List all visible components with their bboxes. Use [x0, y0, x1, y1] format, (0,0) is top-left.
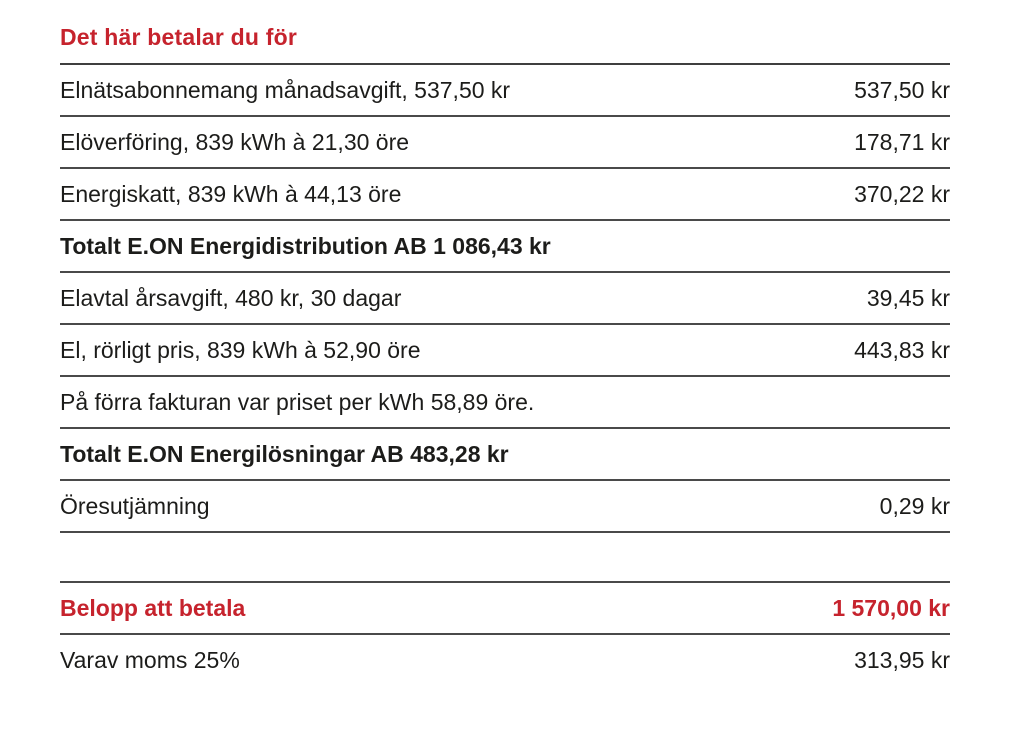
section-title: Det här betalar du för — [60, 24, 297, 50]
row-label: Elavtal årsavgift, 480 kr, 30 dagar — [60, 284, 402, 311]
row-amount: 178,71 kr — [854, 128, 950, 155]
row-label: Elnätsabonnemang månadsavgift, 537,50 kr — [60, 76, 511, 103]
vat-amount: 313,95 kr — [854, 646, 950, 673]
table-row: Öresutjämning 0,29 kr — [60, 481, 950, 533]
table-row: Totalt E.ON Energilösningar AB 483,28 kr — [60, 429, 950, 481]
row-label: Energiskatt, 839 kWh à 44,13 öre — [60, 180, 402, 207]
total-label: Belopp att betala — [60, 594, 246, 621]
table-row: Elnätsabonnemang månadsavgift, 537,50 kr… — [60, 65, 950, 117]
invoice-cost-breakdown: Det här betalar du för Elnätsabonnemang … — [60, 0, 950, 685]
row-amount: 39,45 kr — [866, 284, 950, 311]
total-amount: 1 570,00 kr — [832, 594, 950, 621]
table-row: Energiskatt, 839 kWh à 44,13 öre 370,22 … — [60, 169, 950, 221]
row-label: El, rörligt pris, 839 kWh à 52,90 öre — [60, 336, 421, 363]
total-row: Belopp att betala 1 570,00 kr — [60, 581, 950, 635]
vat-row: Varav moms 25% 313,95 kr — [60, 635, 950, 685]
row-label: Elöverföring, 839 kWh à 21,30 öre — [60, 128, 410, 155]
cost-table: Elnätsabonnemang månadsavgift, 537,50 kr… — [60, 63, 950, 533]
row-amount: 537,50 kr — [854, 76, 950, 103]
row-amount: 0,29 kr — [879, 492, 950, 519]
section-gap — [60, 533, 950, 581]
table-row: El, rörligt pris, 839 kWh à 52,90 öre 44… — [60, 325, 950, 377]
row-label: Totalt E.ON Energilösningar AB 483,28 kr — [60, 440, 509, 467]
row-amount: 443,83 kr — [854, 336, 950, 363]
row-label: På förra fakturan var priset per kWh 58,… — [60, 388, 535, 415]
row-label: Totalt E.ON Energidistribution AB 1 086,… — [60, 232, 551, 259]
row-amount: 370,22 kr — [854, 180, 950, 207]
table-row: Elöverföring, 839 kWh à 21,30 öre 178,71… — [60, 117, 950, 169]
row-label: Öresutjämning — [60, 492, 210, 519]
vat-label: Varav moms 25% — [60, 646, 240, 673]
table-row: På förra fakturan var priset per kWh 58,… — [60, 377, 950, 429]
table-row: Totalt E.ON Energidistribution AB 1 086,… — [60, 221, 950, 273]
table-row: Elavtal årsavgift, 480 kr, 30 dagar 39,4… — [60, 273, 950, 325]
